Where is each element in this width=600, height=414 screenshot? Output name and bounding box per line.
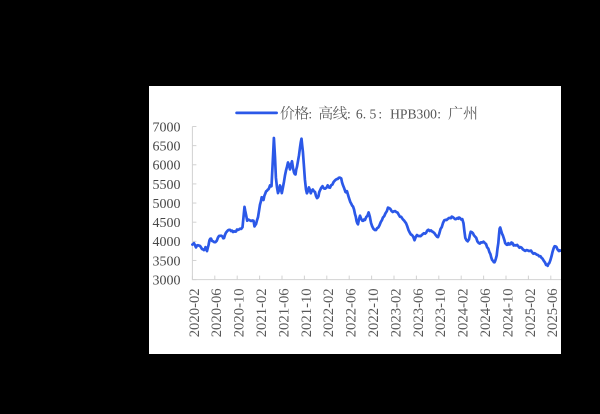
svg-text:2023-02: 2023-02 — [388, 288, 404, 337]
svg-text:2020-10: 2020-10 — [232, 288, 248, 337]
svg-text:HPB300: HPB300 — [390, 107, 437, 122]
svg-text:6. 5: 6. 5 — [356, 107, 377, 122]
svg-text:6500: 6500 — [153, 140, 181, 155]
svg-text:6000: 6000 — [153, 159, 181, 174]
svg-text:2020-06: 2020-06 — [209, 288, 225, 337]
svg-text:5000: 5000 — [153, 197, 181, 212]
svg-text::: : — [308, 107, 312, 122]
svg-text:2021-06: 2021-06 — [276, 288, 292, 337]
svg-text:3000: 3000 — [153, 274, 181, 289]
svg-text:2021-02: 2021-02 — [254, 288, 270, 337]
svg-text:5500: 5500 — [153, 178, 181, 193]
svg-text::: : — [347, 107, 351, 122]
svg-text::: : — [378, 107, 382, 122]
svg-text:4500: 4500 — [153, 216, 181, 231]
svg-text:2022-06: 2022-06 — [344, 288, 360, 337]
svg-text:2023-06: 2023-06 — [411, 288, 427, 337]
svg-text:7000: 7000 — [153, 120, 181, 135]
svg-text:2024-02: 2024-02 — [456, 288, 472, 337]
svg-text::: : — [437, 107, 441, 122]
svg-text:2022-02: 2022-02 — [321, 288, 337, 337]
svg-text:2022-10: 2022-10 — [366, 288, 382, 337]
svg-text:2024-10: 2024-10 — [500, 288, 516, 337]
svg-text:2025-06: 2025-06 — [545, 288, 561, 337]
svg-text:4000: 4000 — [153, 235, 181, 250]
svg-text:2023-10: 2023-10 — [433, 288, 449, 337]
svg-text:2025-02: 2025-02 — [523, 288, 539, 337]
svg-text:2021-10: 2021-10 — [299, 288, 315, 337]
svg-text:2020-02: 2020-02 — [187, 288, 203, 337]
svg-text:2024-06: 2024-06 — [478, 288, 494, 337]
svg-text:3500: 3500 — [153, 254, 181, 269]
